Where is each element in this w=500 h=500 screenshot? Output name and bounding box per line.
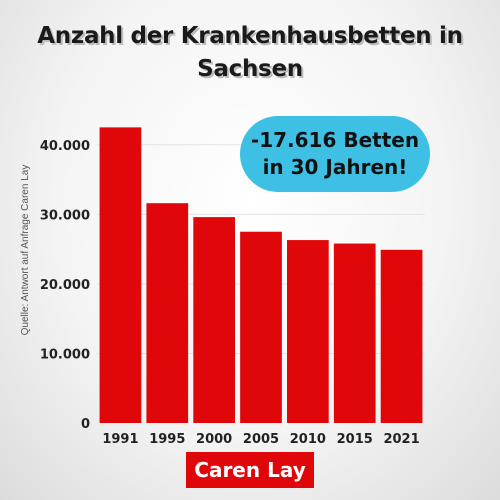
x-tick-label: 2015: [337, 432, 373, 447]
chart-title: Anzahl der Krankenhausbetten in Sachsen: [0, 20, 500, 86]
x-tick-label: 1995: [149, 432, 185, 447]
y-tick-label: 40.000: [40, 139, 90, 154]
callout-badge: -17.616 Betten in 30 Jahren!: [240, 116, 430, 192]
bar: [333, 243, 376, 423]
brand-label: Caren Lay: [186, 452, 314, 488]
bar: [287, 240, 329, 423]
bar: [193, 217, 235, 423]
bar: [146, 203, 189, 423]
y-tick-label: 10.000: [40, 347, 90, 362]
x-tick-label: 2010: [290, 432, 326, 447]
callout-line-1: -17.616 Betten: [250, 128, 420, 152]
x-tick-label: 2000: [196, 432, 232, 447]
y-tick-label: 20.000: [40, 278, 90, 293]
y-tick-label: 0: [81, 417, 90, 432]
title-line-2: Sachsen: [197, 56, 303, 82]
y-tick-label: 30.000: [40, 208, 90, 223]
x-tick-label: 2021: [383, 432, 419, 447]
x-tick-label: 2005: [243, 432, 279, 447]
title-line-1: Anzahl der Krankenhausbetten in: [37, 23, 463, 49]
bar: [99, 127, 142, 423]
callout-line-2: in 30 Jahren!: [262, 155, 408, 179]
bar: [380, 249, 423, 423]
x-tick-label: 1991: [102, 432, 138, 447]
bar: [240, 231, 282, 423]
